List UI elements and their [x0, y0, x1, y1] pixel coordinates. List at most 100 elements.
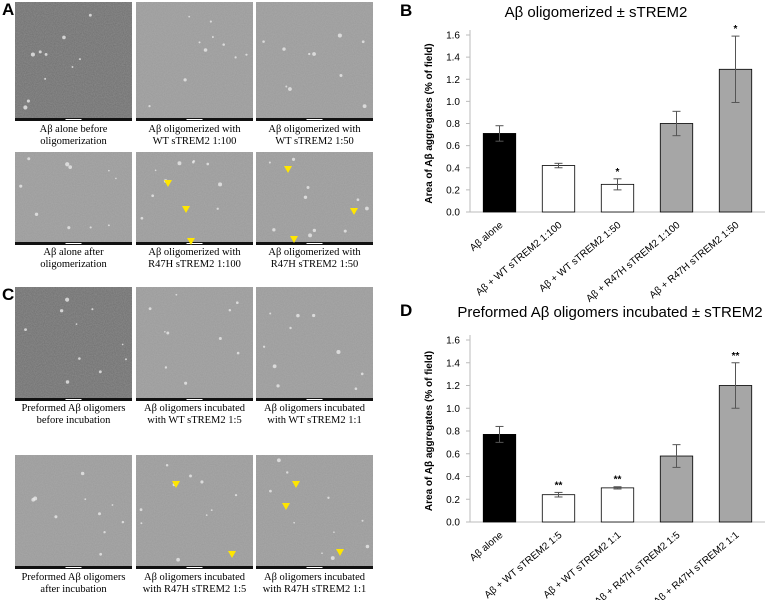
- y-tick-label: 1.0: [446, 404, 460, 415]
- particle: [365, 206, 369, 211]
- particle: [65, 162, 70, 167]
- bar: [659, 123, 694, 213]
- particle: [228, 308, 232, 312]
- particle: [272, 228, 276, 232]
- micrograph-texture: [15, 287, 132, 401]
- particle: [184, 381, 188, 385]
- micrograph-texture: [136, 287, 253, 401]
- caption: R47H sTREM2 1:50: [271, 259, 359, 270]
- error-bar: [731, 362, 740, 409]
- particle: [65, 380, 70, 384]
- y-tick-label: 0.4: [446, 472, 460, 483]
- particle: [19, 184, 23, 188]
- particle: [337, 33, 342, 38]
- significance: **: [614, 475, 622, 486]
- particle: [98, 512, 102, 516]
- particle: [54, 515, 58, 519]
- particle: [286, 471, 289, 474]
- particle: [312, 313, 316, 318]
- particle: [308, 52, 311, 56]
- error-bar: [613, 178, 622, 191]
- particle: [78, 357, 81, 360]
- panel-label: C: [2, 285, 14, 304]
- caption: Aβ oligomerized with: [268, 124, 361, 135]
- panel-label: D: [400, 301, 412, 320]
- micrograph-texture: [136, 2, 253, 121]
- particle: [360, 372, 364, 376]
- y-tick-label: 0.6: [446, 141, 460, 152]
- particle: [189, 474, 192, 478]
- particle: [88, 13, 92, 17]
- x-tick-label: Aβ alone: [468, 530, 506, 564]
- particle: [68, 165, 73, 169]
- particle: [365, 544, 370, 549]
- particle: [339, 73, 343, 78]
- significance: **: [732, 351, 740, 362]
- particle: [103, 531, 106, 534]
- particle: [321, 552, 323, 555]
- y-tick-label: 0.0: [446, 518, 460, 529]
- significance: *: [616, 167, 620, 178]
- particle: [269, 312, 272, 315]
- caption: after incubation: [40, 584, 107, 595]
- particle: [262, 345, 266, 348]
- chart-title: Preformed Aβ oligomers incubated ± sTREM…: [457, 304, 762, 321]
- particle: [177, 161, 182, 166]
- particle: [285, 85, 288, 88]
- particle: [165, 463, 169, 467]
- particle: [148, 104, 151, 108]
- particle: [276, 384, 280, 388]
- particle: [330, 556, 335, 560]
- x-tick-label: Aβ + R47H sTREM2 1:100: [584, 220, 682, 305]
- y-tick-label: 1.0: [446, 97, 460, 108]
- error-bar: [495, 125, 504, 142]
- particle: [44, 77, 47, 80]
- particle: [269, 489, 272, 493]
- particle: [34, 212, 39, 216]
- particle: [289, 326, 292, 330]
- particle: [218, 337, 222, 341]
- particle: [71, 66, 74, 68]
- particle: [84, 498, 87, 501]
- bar: [659, 455, 694, 523]
- y-tick-label: 0.2: [446, 185, 460, 196]
- caption: before incubation: [37, 415, 112, 426]
- particle: [206, 162, 210, 166]
- micrograph-texture: [256, 2, 373, 121]
- y-tick-label: 0.8: [446, 427, 460, 438]
- particle: [78, 58, 81, 61]
- particle: [151, 194, 155, 198]
- arrowhead: [182, 206, 190, 213]
- particle: [306, 186, 310, 190]
- panel-label: A: [2, 0, 14, 19]
- particle: [62, 35, 66, 40]
- particle: [288, 87, 292, 91]
- particle: [191, 160, 195, 164]
- error-bar: [672, 444, 681, 468]
- particle: [23, 105, 28, 110]
- bar: [482, 133, 517, 213]
- particle: [312, 228, 317, 233]
- particle: [218, 182, 223, 187]
- particle: [291, 157, 296, 161]
- particle: [99, 552, 103, 556]
- particle: [188, 15, 191, 18]
- particle: [176, 557, 180, 562]
- caption: R47H sTREM2 1:100: [148, 259, 241, 270]
- particle: [44, 52, 48, 56]
- y-tick-label: 1.4: [446, 358, 460, 369]
- particle: [205, 514, 208, 516]
- x-tick-label: Aβ alone: [468, 220, 506, 254]
- particle: [175, 293, 178, 296]
- arrowhead: [164, 180, 172, 187]
- particle: [65, 297, 70, 302]
- caption: with WT sTREM2 1:5: [147, 415, 241, 426]
- particle: [30, 52, 35, 57]
- y-tick-label: 1.2: [446, 75, 460, 86]
- particle: [216, 207, 219, 210]
- particle: [59, 309, 64, 313]
- caption: Aβ oligomerized with: [148, 124, 241, 135]
- caption: with R47H sTREM2 1:1: [263, 584, 367, 595]
- particle: [166, 331, 170, 335]
- particle: [210, 509, 213, 512]
